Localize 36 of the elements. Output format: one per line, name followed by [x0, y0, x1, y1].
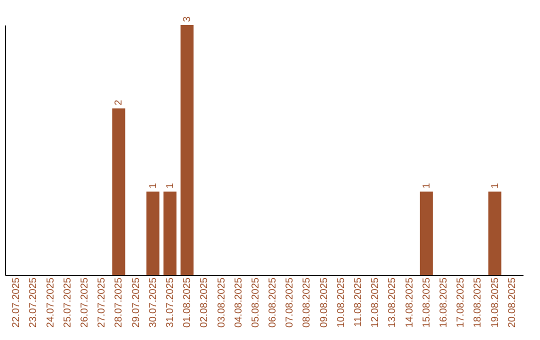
x-tick-label: 30.07.2025 [148, 277, 159, 328]
x-tick-label: 16.08.2025 [438, 277, 450, 328]
x-tick-label: 17.08.2025 [456, 277, 467, 328]
x-tick-label: 25.07.2025 [62, 277, 74, 328]
x-tick-label: 09.08.2025 [318, 277, 330, 328]
x-tick-label: 15.08.2025 [421, 277, 432, 328]
x-tick-label: 28.07.2025 [114, 277, 125, 328]
x-tick-label: 06.08.2025 [268, 277, 279, 328]
x-tick-label: 14.08.2025 [404, 277, 416, 328]
x-tick-label: 12.08.2025 [370, 277, 382, 328]
x-tick-label: 01.08.2025 [182, 277, 194, 328]
x-tick-label: 03.08.2025 [216, 277, 228, 328]
x-tick-label: 26.07.2025 [79, 277, 90, 328]
x-tick-label: 20.08.2025 [506, 277, 518, 328]
data-label: 1 [148, 182, 159, 189]
data-label: 1 [164, 182, 176, 189]
x-tick-label: 19.08.2025 [490, 277, 501, 328]
x-tick-label: 24.07.2025 [45, 277, 56, 328]
x-tick-label: 02.08.2025 [199, 277, 210, 328]
data-label: 1 [490, 182, 501, 189]
x-tick-label: 08.08.2025 [302, 277, 313, 328]
x-tick-label: 31.07.2025 [164, 277, 176, 328]
x-tick-label: 13.08.2025 [387, 277, 398, 328]
x-tick-label: 10.08.2025 [336, 277, 347, 328]
data-label: 2 [114, 99, 125, 106]
x-tick-label: 29.07.2025 [130, 277, 142, 328]
x-tick-label: 07.08.2025 [284, 277, 296, 328]
x-tick-label: 22.07.2025 [11, 277, 22, 328]
data-label: 3 [182, 16, 194, 22]
x-tick-label: 27.07.2025 [96, 277, 108, 328]
x-tick-label: 04.08.2025 [233, 277, 244, 328]
x-tick-label: 05.08.2025 [250, 277, 262, 328]
x-tick-label: 23.07.2025 [28, 277, 40, 328]
x-tick-label: 11.08.2025 [353, 277, 364, 327]
x-tick-label: 18.08.2025 [472, 277, 484, 328]
data-label: 1 [421, 182, 432, 189]
